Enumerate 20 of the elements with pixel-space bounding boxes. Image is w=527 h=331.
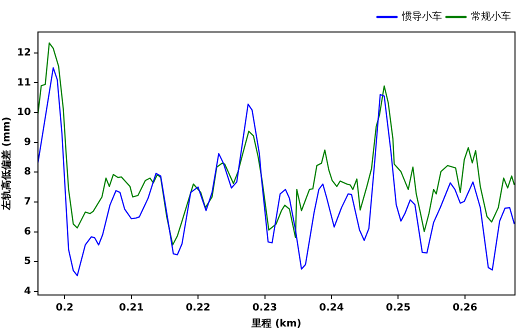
x-tick-label: 0.23 (252, 302, 278, 314)
x-tick-label: 0.21 (118, 302, 144, 314)
y-tick-label: 4 (24, 286, 31, 298)
legend-label: 常规小车 (471, 10, 511, 23)
y-axis-title: 左轨高低偏差 (mm) (0, 116, 13, 212)
y-tick-label: 9 (24, 136, 31, 148)
x-tick-label: 0.26 (452, 302, 478, 314)
y-tick-label: 8 (24, 166, 31, 178)
y-tick-label: 10 (16, 107, 31, 118)
x-tick-label: 0.2 (56, 302, 74, 314)
y-tick-label: 7 (24, 196, 31, 208)
y-tick-label: 6 (24, 226, 31, 238)
x-tick-label: 0.25 (386, 302, 411, 314)
legend-label: 惯导小车 (401, 10, 442, 23)
x-axis-title: 里程 (km) (250, 318, 302, 330)
x-tick-label: 0.24 (319, 302, 344, 314)
x-tick-label: 0.22 (186, 302, 210, 314)
y-tick-label: 12 (16, 47, 31, 58)
y-tick-label: 11 (16, 77, 31, 88)
y-tick-label: 5 (24, 256, 31, 268)
